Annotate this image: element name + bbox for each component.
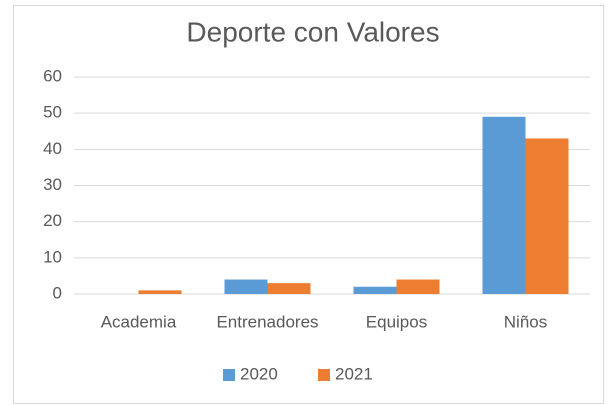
chart-title: Deporte con Valores <box>186 16 439 47</box>
legend-label: 2021 <box>335 364 373 383</box>
x-tick-label: Entrenadores <box>216 312 318 331</box>
y-tick-label: 50 <box>43 103 62 122</box>
bar <box>267 283 311 294</box>
x-tick-label: Academia <box>101 312 177 331</box>
bar <box>525 138 569 294</box>
legend-swatch <box>223 369 235 381</box>
legend-swatch <box>318 369 330 381</box>
bar <box>138 290 182 294</box>
legend-label: 2020 <box>240 364 278 383</box>
y-tick-label: 0 <box>53 283 62 302</box>
bar <box>353 286 397 294</box>
x-tick-label: Equipos <box>366 312 427 331</box>
y-tick-label: 60 <box>43 66 62 85</box>
y-tick-label: 20 <box>43 211 62 230</box>
bar <box>396 279 440 294</box>
y-tick-label: 40 <box>43 139 62 158</box>
bar <box>224 279 268 294</box>
y-tick-label: 30 <box>43 175 62 194</box>
x-tick-label: Niños <box>504 312 547 331</box>
y-tick-label: 10 <box>43 247 62 266</box>
bar <box>482 116 526 295</box>
